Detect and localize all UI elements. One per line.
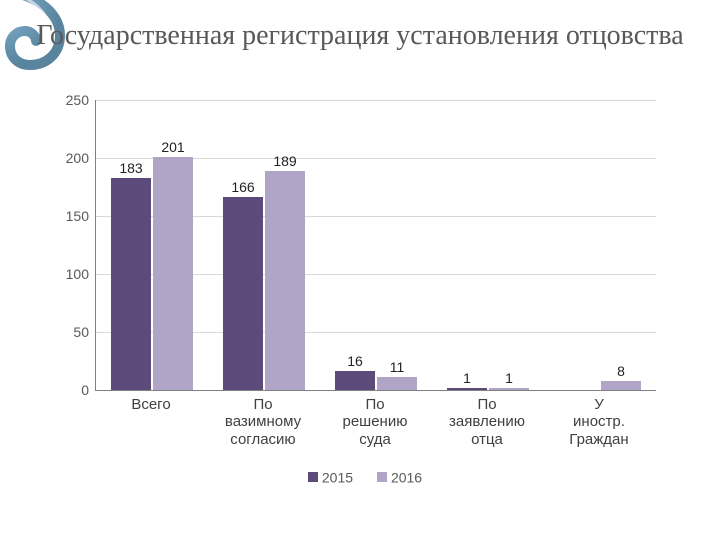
chart-title: Государственная регистрация установления…: [0, 18, 720, 53]
y-axis-label: 150: [55, 208, 89, 224]
data-label: 166: [231, 179, 254, 195]
bar: [111, 178, 151, 390]
bar: [153, 157, 193, 390]
x-axis-label: Уиностр.Граждан: [544, 396, 654, 448]
bar: [223, 197, 263, 390]
legend-swatch: [308, 472, 318, 482]
data-label: 1: [505, 370, 513, 386]
data-label: 183: [119, 160, 142, 176]
x-axis-label: Всего: [96, 396, 206, 413]
bar: [265, 171, 305, 390]
data-label: 189: [273, 153, 296, 169]
plot-area: 1832011661891611118: [95, 100, 656, 391]
y-axis-label: 50: [55, 324, 89, 340]
y-axis-label: 200: [55, 150, 89, 166]
y-axis-label: 100: [55, 266, 89, 282]
x-axis-label: Позаявлениюотца: [432, 396, 542, 448]
data-label: 201: [161, 139, 184, 155]
data-label: 8: [617, 363, 625, 379]
bar: [335, 371, 375, 390]
y-axis-label: 250: [55, 92, 89, 108]
gridline: [96, 390, 656, 391]
bar: [447, 388, 487, 390]
data-label: 16: [347, 353, 363, 369]
x-axis-label: Порешениюсуда: [320, 396, 430, 448]
legend-swatch: [377, 472, 387, 482]
gridline: [96, 100, 656, 101]
legend-label: 2015: [322, 469, 353, 485]
x-axis-label: Повазимномусогласию: [208, 396, 318, 448]
legend-label: 2016: [391, 469, 422, 485]
bar: [377, 377, 417, 390]
bar: [489, 388, 529, 390]
data-label: 11: [390, 359, 405, 375]
legend: 2015 2016: [55, 468, 675, 485]
data-label: 1: [463, 370, 471, 386]
bar-chart: 1832011661891611118 2015 2016 0501001502…: [55, 100, 675, 500]
y-axis-label: 0: [55, 382, 89, 398]
legend-item-2015: 2015: [308, 468, 353, 485]
legend-item-2016: 2016: [377, 468, 422, 485]
bar: [601, 381, 641, 390]
